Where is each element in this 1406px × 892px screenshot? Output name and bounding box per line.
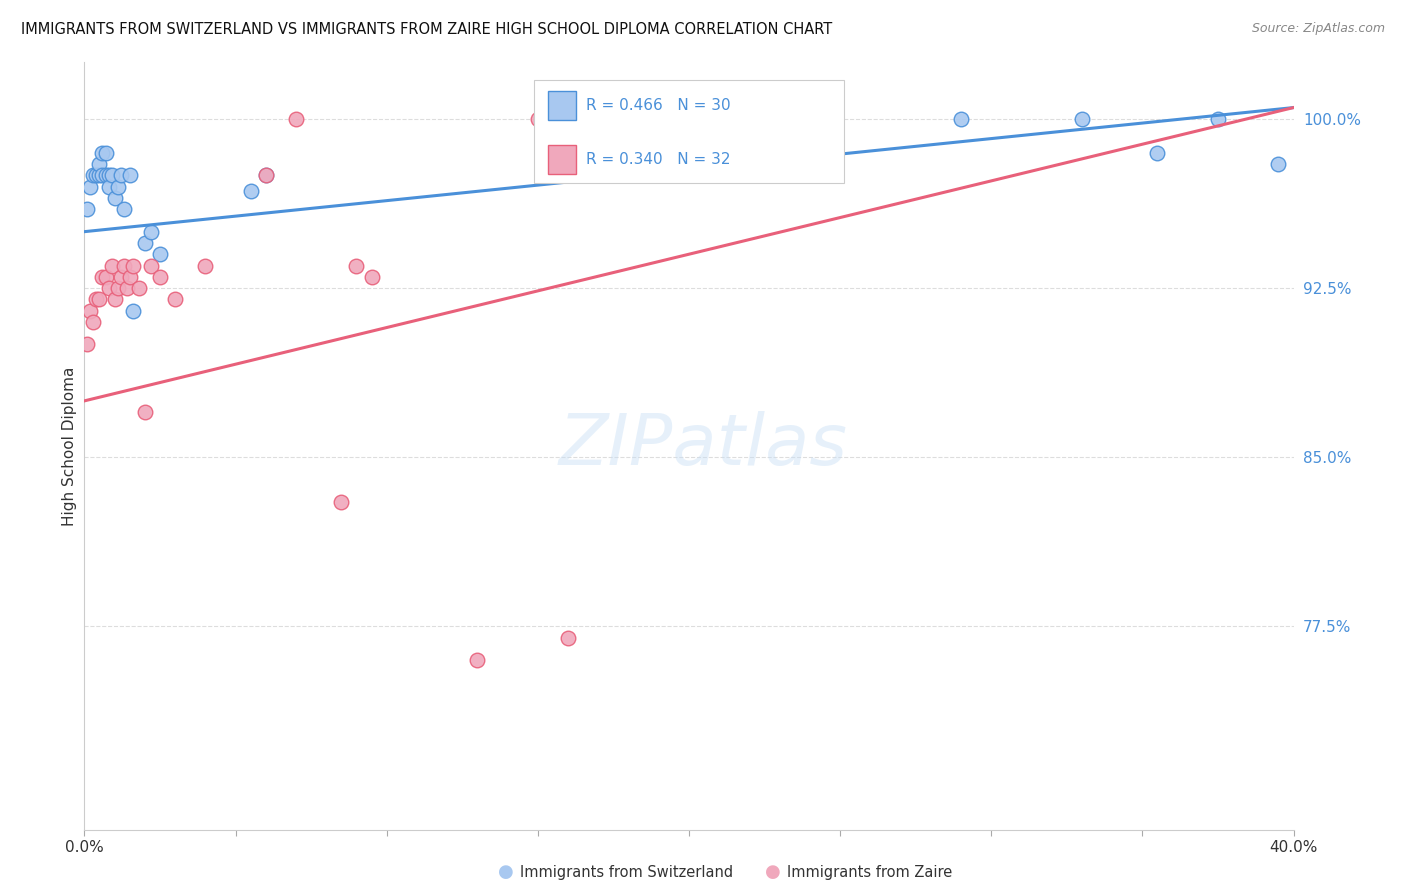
Point: [79, 303, 101, 318]
Point: [94, 168, 117, 182]
Point: [194, 259, 217, 273]
Point: [86, 168, 108, 182]
Point: [89, 293, 111, 307]
Point: [97, 179, 120, 194]
Point: [239, 184, 262, 198]
Point: [149, 269, 172, 284]
Text: R = 0.466   N = 30: R = 0.466 N = 30: [586, 98, 731, 112]
Point: [1206, 112, 1229, 126]
Point: [1146, 145, 1168, 160]
Point: [82, 168, 104, 182]
Y-axis label: High School Diploma: High School Diploma: [62, 367, 77, 525]
Point: [82, 315, 104, 329]
Text: ●: ●: [765, 863, 782, 881]
Point: [950, 112, 973, 126]
Point: [100, 259, 122, 273]
Point: [110, 269, 132, 284]
Point: [541, 112, 564, 126]
Point: [330, 495, 353, 509]
Point: [104, 191, 127, 205]
Point: [551, 112, 574, 126]
Point: [121, 259, 143, 273]
Point: [107, 281, 129, 295]
Point: [91, 168, 114, 182]
Point: [557, 631, 579, 645]
Text: R = 0.340   N = 32: R = 0.340 N = 32: [586, 153, 731, 167]
Point: [79, 179, 101, 194]
Text: Source: ZipAtlas.com: Source: ZipAtlas.com: [1251, 22, 1385, 36]
Point: [527, 112, 550, 126]
Point: [91, 145, 114, 160]
Point: [254, 168, 277, 182]
Point: [139, 259, 162, 273]
Point: [134, 405, 156, 419]
Text: Immigrants from Switzerland: Immigrants from Switzerland: [520, 865, 734, 880]
Point: [254, 168, 277, 182]
Point: [100, 168, 122, 182]
Point: [360, 269, 382, 284]
Point: [139, 225, 162, 239]
Text: ZIPatlas: ZIPatlas: [558, 411, 848, 481]
Point: [121, 303, 143, 318]
Point: [104, 293, 127, 307]
Point: [89, 157, 111, 171]
Point: [115, 281, 138, 295]
Point: [76, 337, 98, 351]
Point: [89, 168, 111, 182]
Point: [285, 112, 308, 126]
Point: [110, 168, 132, 182]
Point: [1267, 157, 1289, 171]
Text: Immigrants from Zaire: Immigrants from Zaire: [787, 865, 953, 880]
Point: [128, 281, 150, 295]
Point: [467, 653, 489, 667]
Point: [91, 269, 114, 284]
Text: IMMIGRANTS FROM SWITZERLAND VS IMMIGRANTS FROM ZAIRE HIGH SCHOOL DIPLOMA CORRELA: IMMIGRANTS FROM SWITZERLAND VS IMMIGRANT…: [21, 22, 832, 37]
Point: [149, 247, 172, 261]
Point: [165, 293, 187, 307]
Point: [112, 202, 135, 216]
Point: [118, 269, 141, 284]
Point: [94, 145, 117, 160]
Point: [86, 293, 108, 307]
Point: [97, 168, 120, 182]
Point: [134, 235, 156, 250]
Point: [1071, 112, 1094, 126]
Text: ●: ●: [498, 863, 515, 881]
Point: [346, 259, 368, 273]
Point: [112, 259, 135, 273]
Point: [118, 168, 141, 182]
Point: [94, 269, 117, 284]
Point: [799, 112, 821, 126]
Point: [97, 281, 120, 295]
Point: [107, 179, 129, 194]
Point: [76, 202, 98, 216]
